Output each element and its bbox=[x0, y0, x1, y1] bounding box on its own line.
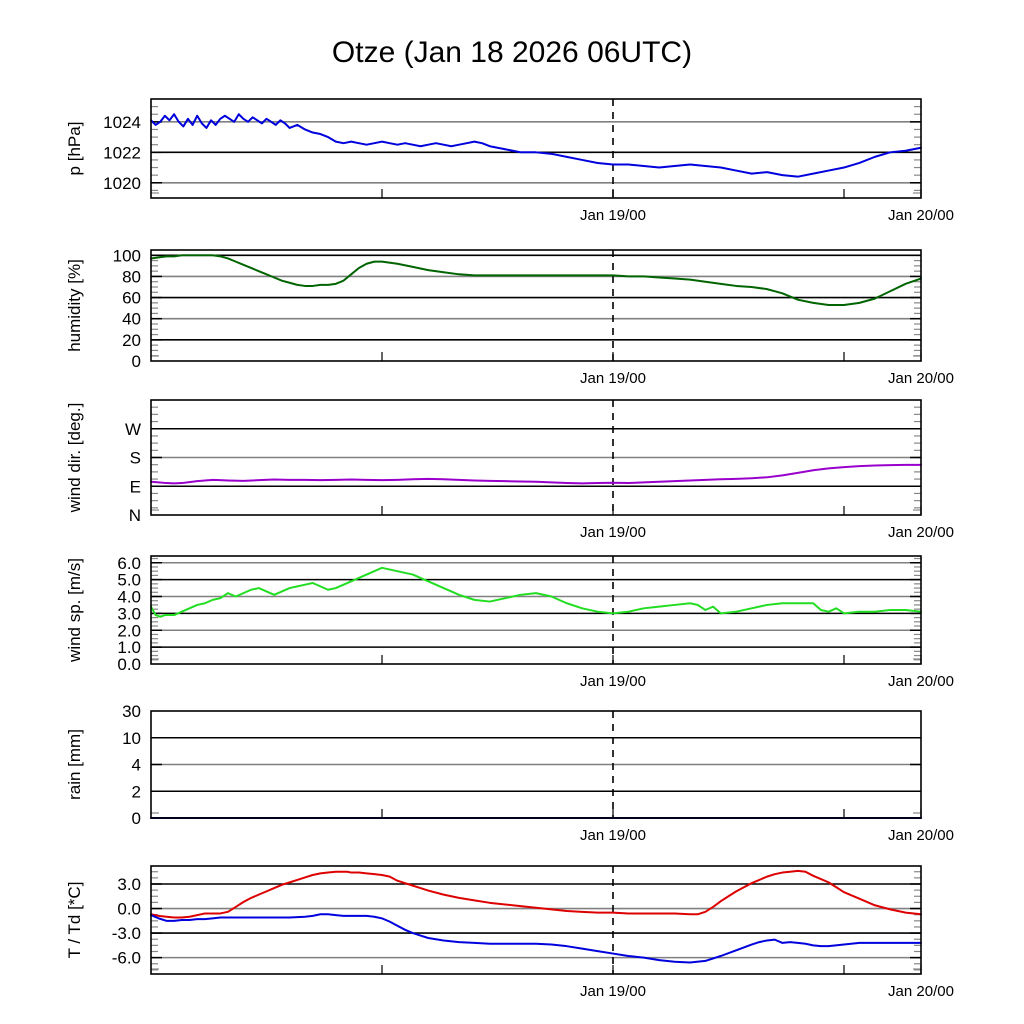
plot-frame-rain bbox=[150, 710, 922, 819]
ytick-label-rain: 2 bbox=[132, 782, 141, 801]
ytick-label-wind_speed: 6.0 bbox=[117, 554, 141, 573]
xtick-label-pressure-0: Jan 19/00 bbox=[580, 207, 646, 224]
ytick-label-wind_speed: 1.0 bbox=[117, 638, 141, 657]
xtick-label-pressure-1: Jan 20/00 bbox=[888, 207, 954, 224]
xtick-label-humidity-0: Jan 19/00 bbox=[580, 370, 646, 387]
ytick-label-wind_direction: E bbox=[130, 477, 141, 496]
xtick-label-wind_speed-1: Jan 20/00 bbox=[888, 673, 954, 690]
ytick-label-humidity: 80 bbox=[122, 267, 141, 286]
xtick-label-wind_direction-0: Jan 19/00 bbox=[580, 524, 646, 541]
ylabel-wind_direction: wind dir. [deg.] bbox=[65, 403, 84, 514]
panel-humidity: 0 20 40 60 80 100 humidity [%] Jan 19/00 Jan 20/… bbox=[65, 246, 954, 387]
panel-wind_speed: 0.01.02.03.04.05.06.0 wind sp. [m/s] Jan 1… bbox=[65, 554, 954, 690]
ytick-label-rain: 30 bbox=[122, 702, 141, 721]
ytick-label-humidity: 100 bbox=[113, 246, 141, 265]
panel-temperature: -6.0 -3.0 0.0 3.0 T / Td [*C] Jan 19/00 Jan 20… bbox=[65, 865, 954, 1000]
ytick-label-humidity: 40 bbox=[122, 310, 141, 329]
panel-rain: 0 2 4 10 30 rain [mm] Jan 19/00 Jan 20/00 bbox=[65, 702, 954, 844]
ytick-label-wind_speed: 2.0 bbox=[117, 621, 141, 640]
ytick-label-rain: 0 bbox=[132, 809, 141, 828]
series-temperature-T bbox=[150, 869, 922, 919]
ytick-label-wind_speed: 5.0 bbox=[117, 571, 141, 590]
ytick-label-temperature: 3.0 bbox=[117, 875, 141, 894]
ytick-label-wind_speed: 3.0 bbox=[117, 604, 141, 623]
ytick-label-pressure: 1020 bbox=[103, 174, 141, 193]
ylabel-temperature: T / Td [*C] bbox=[65, 882, 84, 959]
panel-pressure: 1020 1022 1024 p [hPa] Jan 19/00 Jan 20/00 bbox=[65, 98, 954, 224]
plot-frame-temperature bbox=[150, 865, 922, 975]
series-wind_direction-wind_direction bbox=[150, 463, 922, 485]
ylabel-pressure: p [hPa] bbox=[65, 122, 84, 176]
series-wind_speed-wind_speed bbox=[150, 566, 922, 618]
ytick-label-temperature: 0.0 bbox=[117, 900, 141, 919]
ytick-label-wind_speed: 4.0 bbox=[117, 588, 141, 607]
ylabel-rain: rain [mm] bbox=[65, 729, 84, 800]
series-humidity-humidity bbox=[150, 254, 922, 306]
ytick-label-pressure: 1024 bbox=[103, 113, 141, 132]
ytick-label-wind_direction: S bbox=[130, 449, 141, 468]
plot-frame-pressure bbox=[150, 98, 922, 199]
ytick-label-humidity: 0 bbox=[132, 352, 141, 371]
plot-frame-wind_direction bbox=[150, 399, 922, 516]
ytick-label-wind_direction: N bbox=[129, 506, 141, 525]
ytick-label-rain: 4 bbox=[132, 756, 141, 775]
plot-frame-wind_speed bbox=[150, 555, 922, 665]
ytick-label-rain: 10 bbox=[122, 729, 141, 748]
series-temperature-Td bbox=[150, 913, 922, 964]
xtick-label-wind_direction-1: Jan 20/00 bbox=[888, 524, 954, 541]
xtick-label-rain-0: Jan 19/00 bbox=[580, 827, 646, 844]
xtick-label-rain-1: Jan 20/00 bbox=[888, 827, 954, 844]
ytick-label-humidity: 60 bbox=[122, 289, 141, 308]
plot-frame-humidity bbox=[150, 249, 922, 362]
xtick-label-temperature-1: Jan 20/00 bbox=[888, 983, 954, 1000]
ytick-label-pressure: 1022 bbox=[103, 143, 141, 162]
ylabel-wind_speed: wind sp. [m/s] bbox=[65, 558, 84, 663]
series-pressure-pressure bbox=[150, 113, 922, 178]
ytick-label-humidity: 20 bbox=[122, 331, 141, 350]
xtick-label-humidity-1: Jan 20/00 bbox=[888, 370, 954, 387]
ylabel-humidity: humidity [%] bbox=[65, 259, 84, 352]
ytick-label-temperature: -6.0 bbox=[112, 949, 141, 968]
ytick-label-wind_speed: 0.0 bbox=[117, 655, 141, 674]
xtick-label-wind_speed-0: Jan 19/00 bbox=[580, 673, 646, 690]
ytick-label-temperature: -3.0 bbox=[112, 924, 141, 943]
ytick-label-wind_direction: W bbox=[125, 420, 141, 439]
xtick-label-temperature-0: Jan 19/00 bbox=[580, 983, 646, 1000]
page-title: Otze (Jan 18 2026 06UTC) bbox=[332, 36, 692, 69]
